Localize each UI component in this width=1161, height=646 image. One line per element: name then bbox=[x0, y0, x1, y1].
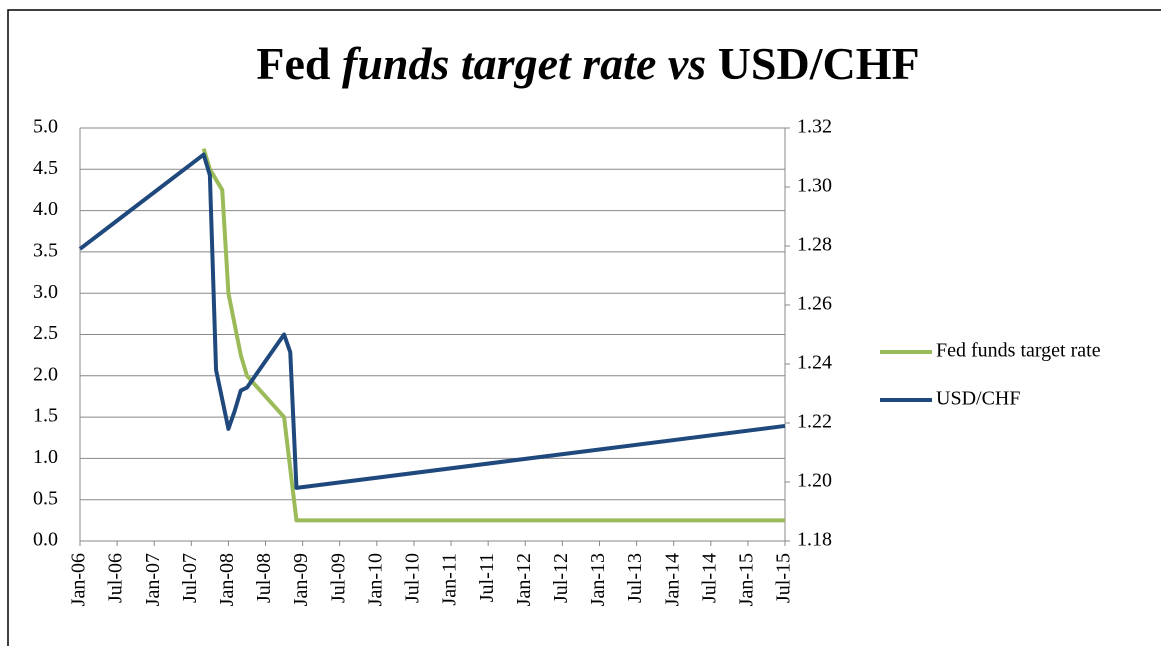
x-tick-label: Jul-07 bbox=[179, 553, 201, 603]
y2-tick-label: 1.30 bbox=[797, 175, 832, 197]
x-tick-label: Jan-13 bbox=[587, 553, 609, 606]
y-tick-label: 1.0 bbox=[33, 446, 58, 468]
x-tick-label: Jan-06 bbox=[68, 553, 90, 606]
y-tick-label: 3.5 bbox=[33, 239, 58, 261]
x-tick-label: Jul-08 bbox=[253, 553, 275, 603]
x-tick-label: Jan-08 bbox=[216, 553, 238, 606]
x-tick-label: Jul-09 bbox=[327, 553, 349, 603]
series-line bbox=[201, 148, 785, 523]
y-tick-label: 2.0 bbox=[33, 363, 58, 385]
series-line bbox=[78, 152, 786, 490]
y-tick-label: 3.0 bbox=[33, 281, 58, 303]
x-tick-label: Jul-10 bbox=[402, 553, 424, 603]
y2-tick-label: 1.28 bbox=[797, 234, 832, 256]
y-tick-label: 4.0 bbox=[33, 198, 58, 220]
y-tick-label: 0.0 bbox=[33, 529, 58, 551]
x-tick-label: Jul-14 bbox=[698, 553, 720, 603]
y2-tick-label: 1.18 bbox=[797, 529, 832, 551]
title-part: Fed bbox=[256, 38, 342, 89]
legend-label: Fed funds target rate bbox=[936, 340, 1101, 362]
x-tick-label: Jan-10 bbox=[364, 553, 386, 606]
x-tick-label: Jan-11 bbox=[439, 553, 461, 606]
y2-tick-label: 1.20 bbox=[797, 470, 832, 492]
x-tick-label: Jan-07 bbox=[142, 553, 164, 606]
legend-label: USD/CHF bbox=[936, 388, 1020, 410]
x-tick-label: Jan-15 bbox=[735, 553, 757, 606]
y-tick-label: 5.0 bbox=[33, 116, 58, 138]
y-tick-label: 4.5 bbox=[33, 157, 58, 179]
y2-tick-label: 1.24 bbox=[797, 352, 832, 374]
x-tick-label: Jan-12 bbox=[513, 553, 535, 606]
x-tick-label: Jul-15 bbox=[773, 553, 795, 603]
y-tick-label: 0.5 bbox=[33, 487, 58, 509]
y-tick-label: 2.5 bbox=[33, 322, 58, 344]
x-tick-label: Jan-09 bbox=[290, 553, 312, 606]
title-part: USD/CHF bbox=[706, 38, 919, 89]
frame bbox=[7, 9, 1161, 646]
y-tick-label: 1.5 bbox=[33, 405, 58, 427]
y2-tick-label: 1.26 bbox=[797, 293, 832, 315]
x-tick-label: Jul-06 bbox=[105, 553, 127, 603]
x-tick-label: Jul-13 bbox=[624, 553, 646, 603]
x-tick-label: Jan-14 bbox=[661, 553, 683, 606]
chart-title: Fed funds target rate vs USD/CHF bbox=[256, 38, 919, 89]
y2-tick-label: 1.22 bbox=[797, 411, 832, 433]
y2-tick-label: 1.32 bbox=[797, 116, 832, 138]
title-part: funds target rate vs bbox=[342, 38, 706, 89]
x-tick-label: Jul-11 bbox=[476, 553, 498, 602]
x-tick-label: Jul-12 bbox=[550, 553, 572, 603]
